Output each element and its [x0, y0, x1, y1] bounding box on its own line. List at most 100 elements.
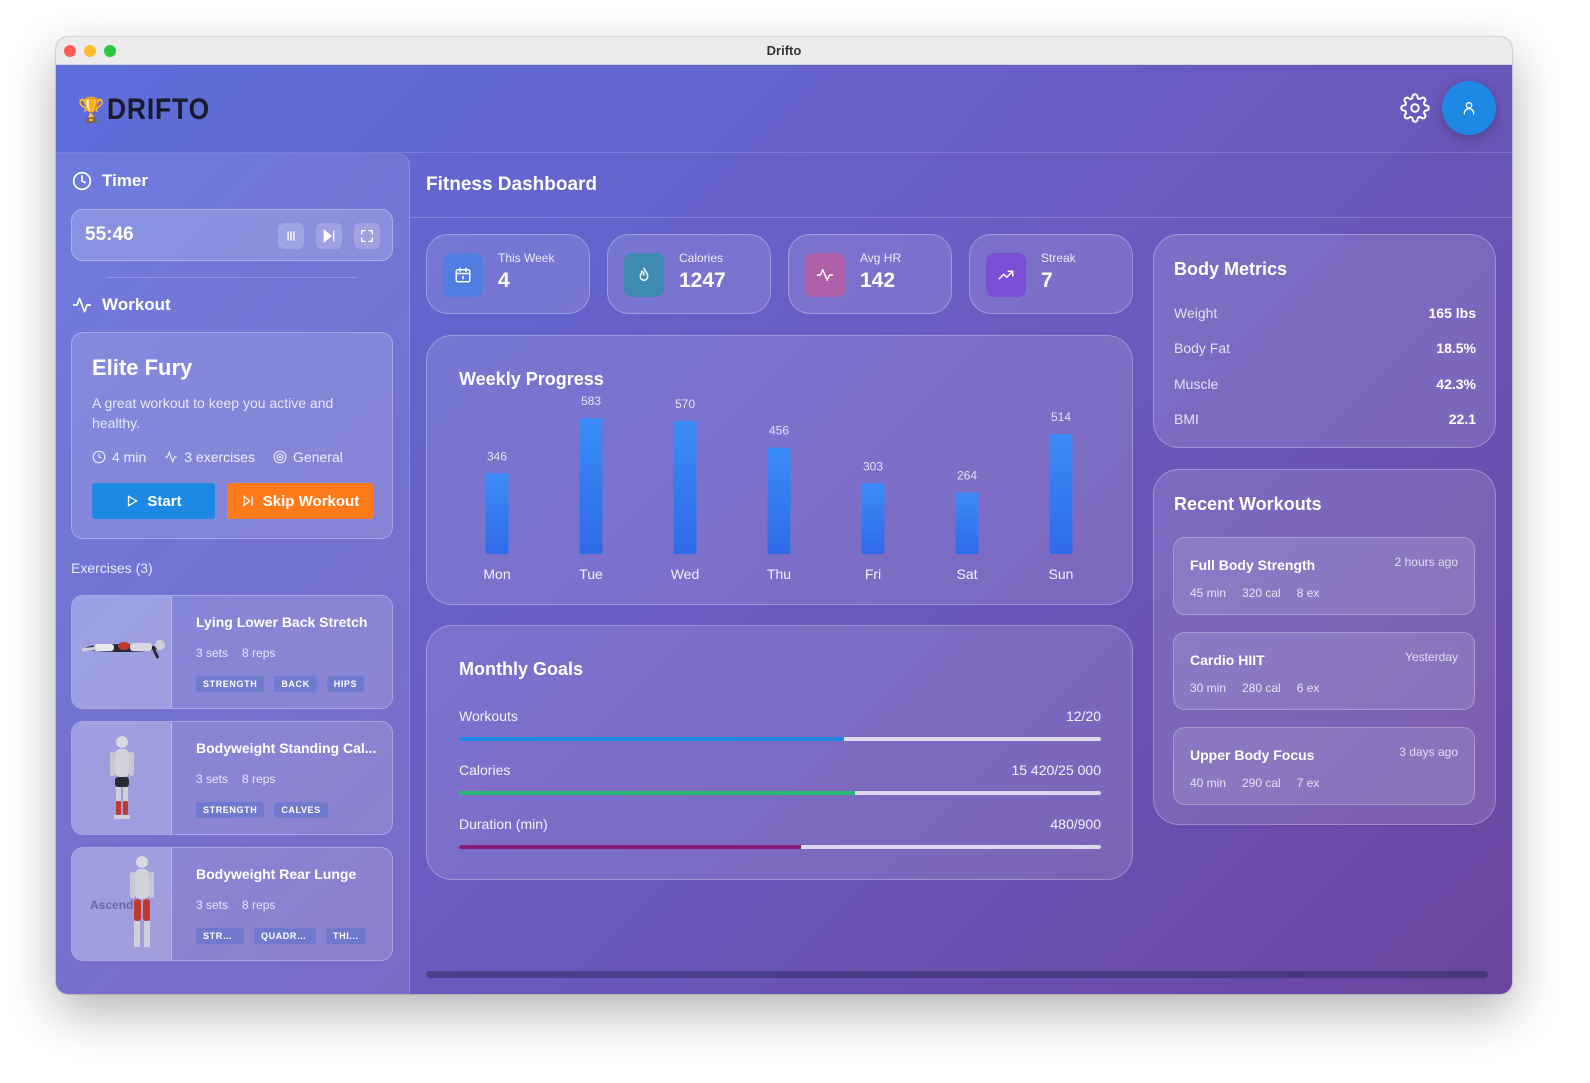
recent-workout-name: Full Body Strength [1190, 557, 1316, 573]
workout-meta: 4 min 3 exercises General [92, 449, 343, 465]
goal-progress-fill [459, 737, 845, 741]
fullscreen-button[interactable] [354, 223, 380, 249]
goal-value: 480/900 [1050, 816, 1101, 832]
goal-progress-fill [459, 791, 856, 795]
goal-workouts: Workouts 12/20 [459, 708, 1101, 741]
close-window-button[interactable] [64, 45, 76, 57]
stat-icon-bg [624, 253, 664, 297]
settings-button[interactable] [1400, 93, 1430, 123]
stat-card-this-week[interactable]: This Week 4 [426, 234, 590, 314]
horizontal-scrollbar[interactable] [426, 971, 1488, 978]
bar-sat[interactable] [955, 492, 979, 554]
bar-tue[interactable] [579, 417, 603, 554]
metric-body-fat: Body Fat 18.5% [1174, 340, 1476, 356]
exercises-heading: Exercises (3) [71, 560, 153, 576]
monthly-goals-panel: Monthly Goals Workouts 12/20 Calories 15… [426, 625, 1133, 880]
bar-category-label: Wed [671, 566, 700, 582]
workout-exercise-count: 3 exercises [164, 449, 255, 465]
user-avatar-button[interactable] [1442, 81, 1496, 135]
bar-fri[interactable] [861, 483, 885, 554]
standing-calf-figure-icon [110, 736, 134, 819]
bar-category-label: Sun [1049, 566, 1074, 582]
rear-lunge-figure-icon [130, 856, 154, 947]
recent-workout-meta: 30 min 280 cal 6 ex [1190, 681, 1320, 695]
calendar-icon [455, 267, 471, 283]
pause-button[interactable] [278, 223, 304, 249]
goal-label: Duration (min) [459, 816, 548, 832]
skip-forward-icon [243, 494, 253, 508]
recent-workout-card[interactable]: Full Body Strength 2 hours ago 45 min 32… [1173, 537, 1475, 615]
flame-icon [639, 267, 649, 281]
recent-workout-meta: 40 min 290 cal 7 ex [1190, 776, 1320, 790]
exercise-name: Lying Lower Back Stretch [196, 614, 368, 630]
exercise-tag: QUADRI... [254, 928, 316, 944]
sidebar-divider [106, 277, 358, 278]
bar-value-label: 456 [769, 424, 789, 438]
recent-workout-card[interactable]: Cardio HIIT Yesterday 30 min 280 cal 6 e… [1173, 632, 1475, 710]
exercise-sets-reps: 3 sets 8 reps [196, 646, 276, 660]
activity-icon [72, 297, 92, 313]
bar-mon[interactable] [485, 473, 509, 554]
workout-duration: 4 min [92, 449, 146, 465]
app-window: Drifto 🏆 DRIFTO Timer 55:46 [56, 37, 1512, 994]
sidebar: Timer 55:46 Workout Elite Fury A great w… [56, 153, 410, 994]
brand-logo[interactable]: 🏆 DRIFTO [78, 93, 210, 127]
exercise-tag: CALVES [274, 802, 328, 818]
recent-workout-time: 3 days ago [1399, 745, 1458, 759]
target-icon [273, 450, 287, 464]
exercise-tag: STRENGTH [196, 802, 265, 818]
stat-card-calories[interactable]: Calories 1247 [607, 234, 771, 314]
metric-weight: Weight 165 lbs [1174, 305, 1476, 321]
page-title: Fitness Dashboard [426, 174, 598, 195]
monthly-goals-title: Monthly Goals [459, 659, 584, 679]
main-divider [410, 217, 1512, 218]
gear-icon [1400, 93, 1430, 123]
stat-card-streak[interactable]: Streak 7 [969, 234, 1133, 314]
recent-workout-name: Cardio HIIT [1190, 652, 1265, 668]
recent-workout-card[interactable]: Upper Body Focus 3 days ago 40 min 290 c… [1173, 727, 1475, 805]
bar-category-label: Tue [579, 566, 603, 582]
exercise-card[interactable]: Lying Lower Back Stretch 3 sets 8 reps S… [71, 595, 393, 709]
recent-workout-time: Yesterday [1405, 650, 1458, 664]
bar-thu[interactable] [767, 447, 791, 554]
stat-value: 7 [1041, 269, 1053, 292]
exercise-tag: BACK [274, 676, 317, 692]
start-workout-button[interactable]: Start [92, 483, 215, 519]
exercise-name: Bodyweight Standing Cal... [196, 740, 377, 756]
bar-category-label: Mon [483, 566, 510, 582]
minimize-window-button[interactable] [84, 45, 96, 57]
goal-progress-fill [459, 845, 802, 849]
exercise-tags: STRENGTH CALVES [196, 802, 328, 818]
bar-sun[interactable] [1049, 434, 1073, 554]
bar-category-label: Fri [865, 566, 881, 582]
exercise-image-caption: Ascend [90, 898, 134, 912]
window-title: Drifto [766, 43, 802, 58]
play-icon [128, 495, 139, 507]
exercise-tags: STRE... QUADRI... THI... [196, 928, 366, 944]
goal-value: 15 420/25 000 [1011, 762, 1101, 778]
heartbeat-icon [816, 269, 834, 281]
metric-bmi: BMI 22.1 [1174, 411, 1476, 427]
workout-category: General [273, 449, 343, 465]
skip-workout-button[interactable]: Skip Workout [227, 483, 373, 519]
bar-value-label: 514 [1051, 410, 1071, 424]
bar-category-label: Thu [767, 566, 791, 582]
timer-section-title: Timer [72, 171, 148, 191]
skip-next-icon [323, 229, 335, 243]
recent-workouts-panel: Recent Workouts Full Body Strength 2 hou… [1153, 469, 1496, 825]
skip-next-button[interactable] [316, 223, 342, 249]
exercise-card[interactable]: Ascend Bodyweight Rear Lunge 3 sets 8 re… [71, 847, 393, 961]
pause-icon [287, 231, 295, 241]
exercise-sets-reps: 3 sets 8 reps [196, 772, 276, 786]
zoom-window-button[interactable] [104, 45, 116, 57]
stat-card-avg-hr[interactable]: Avg HR 142 [788, 234, 952, 314]
exercise-sets-reps: 3 sets 8 reps [196, 898, 276, 912]
stat-label: Avg HR [860, 251, 902, 265]
exercise-card[interactable]: Bodyweight Standing Cal... 3 sets 8 reps… [71, 721, 393, 835]
bar-wed[interactable] [673, 421, 697, 554]
body-metrics-panel: Body Metrics Weight 165 lbs Body Fat 18.5%… [1153, 234, 1496, 448]
trophy-icon: 🏆 [78, 96, 106, 124]
exercise-tags: STRENGTH BACK HIPS [196, 676, 365, 692]
exercise-image: Ascend [72, 848, 172, 960]
stat-icon-bg [443, 253, 483, 297]
